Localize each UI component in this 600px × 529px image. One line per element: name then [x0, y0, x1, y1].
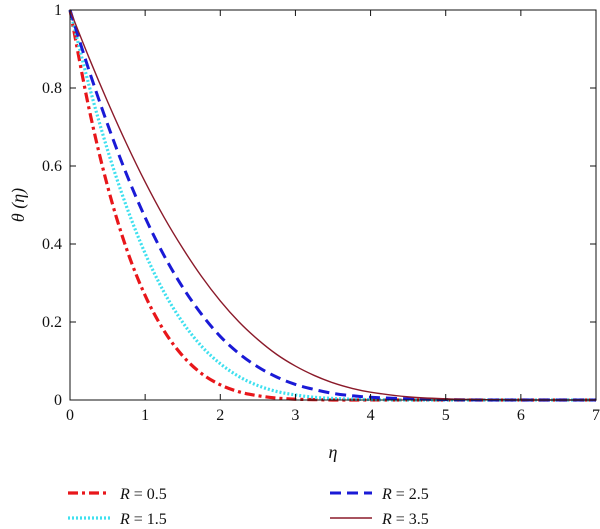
- y-tick-label: 0.4: [42, 236, 62, 253]
- x-tick-label: 3: [291, 407, 299, 424]
- legend: R = 0.5 R = 1.5 R = 2.5 R = 3.5: [68, 486, 429, 528]
- x-tick-label: 2: [216, 407, 224, 424]
- y-tick-label: 1: [54, 2, 62, 19]
- y-axis-label: θ (η): [8, 188, 29, 222]
- y-tick-label: 0.8: [42, 80, 62, 97]
- plot-frame: [69, 9, 597, 401]
- x-axis-label: η: [329, 442, 338, 462]
- y-tick-label: 0: [54, 392, 62, 409]
- legend-label: R = 1.5: [119, 511, 167, 528]
- series-line: [68, 9, 596, 402]
- axes-layer: 0 1 2 3 4 5 6 7 0 0.2 0.4 0.6 0.8 1: [42, 2, 600, 424]
- x-tick-label: 4: [367, 407, 375, 424]
- x-tick-label: 5: [442, 407, 450, 424]
- x-tick-label: 0: [66, 407, 74, 424]
- x-tick-label: 7: [592, 407, 600, 424]
- legend-label: R = 2.5: [381, 486, 429, 503]
- legend-label: R = 3.5: [381, 511, 429, 528]
- series-line: [69, 9, 597, 401]
- series-line: [68, 9, 596, 402]
- series-line: [68, 9, 596, 402]
- x-tick-label: 6: [517, 407, 525, 424]
- series-layer: [68, 9, 597, 402]
- legend-label: R = 0.5: [119, 486, 167, 503]
- x-tick-label: 1: [141, 407, 149, 424]
- y-tick-label: 0.6: [42, 158, 62, 175]
- y-tick-label: 0.2: [42, 314, 62, 331]
